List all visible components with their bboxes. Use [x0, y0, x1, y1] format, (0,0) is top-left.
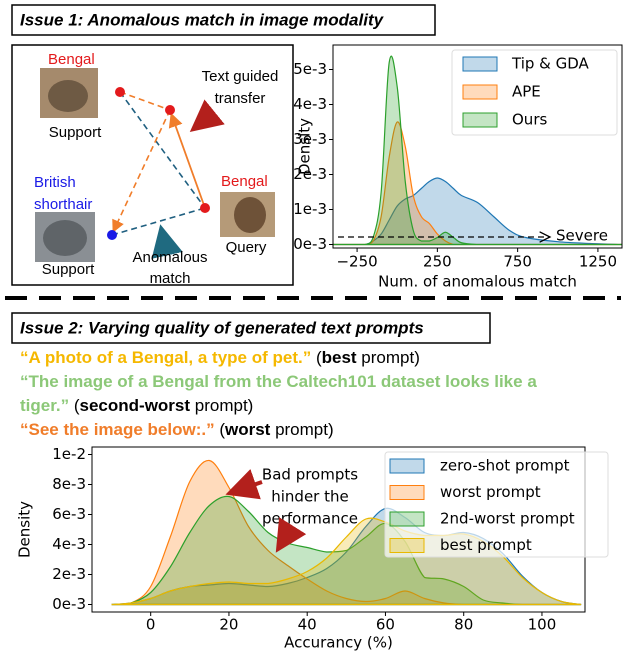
y-tick-label: 2e-3	[52, 565, 86, 583]
prompt-list: “A photo of a Bengal, a type of pet.” (b…	[20, 346, 560, 442]
legend-swatch	[390, 459, 424, 473]
prompt: “See the image below:.” (worst prompt)	[20, 418, 560, 442]
node	[107, 230, 117, 240]
prompt-quote: “A photo of a Bengal, a type of pet.”	[20, 348, 311, 367]
legend-swatch	[463, 113, 497, 127]
y-tick-label: 0e-3	[293, 235, 327, 253]
legend-swatch	[463, 57, 497, 71]
edge	[112, 208, 205, 235]
annotation-arrow	[233, 482, 262, 492]
paren: (	[215, 420, 225, 439]
y-tick-label: 1e-3	[293, 200, 327, 218]
cat-image	[48, 80, 88, 112]
prompt-quote: “See the image below:.”	[20, 420, 215, 439]
x-tick-label: 750	[503, 253, 532, 271]
class-label: Bengal	[221, 173, 268, 190]
node	[200, 203, 210, 213]
y-tick-label: 4e-3	[52, 535, 86, 553]
x-axis-label: Num. of anomalous match	[378, 273, 577, 291]
prompt: “The image of a Bengal from the Caltech1…	[20, 370, 560, 418]
legend-label: 2nd-worst prompt	[440, 510, 575, 528]
cat-image	[43, 220, 87, 256]
class-label: Bengal	[48, 51, 95, 68]
arrow	[196, 114, 212, 127]
annotation: hinder the	[271, 488, 348, 506]
role-label: Support	[42, 261, 95, 278]
arrow	[162, 232, 166, 250]
node	[165, 105, 175, 115]
prompt-rank: (second-worst prompt)	[69, 396, 253, 415]
legend-swatch	[390, 486, 424, 500]
note: Anomalous	[132, 249, 207, 266]
legend-label: APE	[512, 83, 541, 101]
x-tick-label: 20	[219, 616, 238, 634]
annotation: Bad prompts	[262, 466, 358, 484]
page: Issue 1: Anomalous match in image modali…	[0, 0, 626, 651]
y-tick-label: 5e-3	[293, 60, 327, 78]
legend-label: worst prompt	[440, 483, 541, 501]
annotation: performance	[262, 510, 358, 528]
legend-label: zero-shot prompt	[440, 457, 570, 475]
x-tick-label: 0	[146, 616, 156, 634]
cat-image	[234, 197, 266, 233]
x-tick-label: 40	[298, 616, 317, 634]
legend-swatch	[390, 539, 424, 553]
rank: best	[322, 348, 357, 367]
prompt-rank: (best prompt)	[311, 348, 420, 367]
note: Text guided	[202, 68, 279, 85]
legend-label: Tip & GDA	[511, 55, 590, 73]
y-tick-label: 4e-3	[293, 95, 327, 113]
y-axis-label: Density	[16, 501, 34, 558]
class-label: British	[34, 174, 76, 191]
prompt-rank: (worst prompt)	[215, 420, 334, 439]
x-tick-label: 250	[423, 253, 452, 271]
prompt: “A photo of a Bengal, a type of pet.” (b…	[20, 346, 560, 370]
role-label: Query	[226, 239, 267, 256]
y-tick-label: 8e-3	[52, 475, 86, 493]
legend-swatch	[390, 512, 424, 526]
rank: worst	[225, 420, 270, 439]
x-tick-label: 1250	[579, 253, 617, 271]
x-tick-label: 80	[454, 616, 473, 634]
legend-label: Ours	[512, 111, 547, 129]
paren: prompt)	[270, 420, 333, 439]
x-tick-label: 100	[528, 616, 557, 634]
paren: (	[69, 396, 79, 415]
edge	[172, 116, 205, 208]
y-tick-label: 6e-3	[52, 505, 86, 523]
y-axis-label: Density	[296, 118, 314, 175]
paren: (	[311, 348, 321, 367]
node	[115, 87, 125, 97]
legend-swatch	[463, 85, 497, 99]
annotation: Severe	[556, 227, 608, 245]
legend-label: best prompt	[440, 536, 532, 554]
class-label: shorthair	[34, 196, 92, 213]
note: transfer	[215, 90, 266, 107]
issue-title: Issue 1: Anomalous match in image modali…	[20, 10, 385, 29]
role-label: Support	[49, 124, 102, 141]
y-tick-label: 0e-3	[52, 595, 86, 613]
paren: prompt)	[357, 348, 420, 367]
rank: second-worst	[80, 396, 191, 415]
x-axis-label: Accurancy (%)	[284, 634, 393, 651]
figure: Issue 1: Anomalous match in image modali…	[0, 0, 626, 651]
y-tick-label: 1e-2	[52, 445, 86, 463]
issue-title: Issue 2: Varying quality of generated te…	[20, 318, 424, 337]
x-tick-label: 60	[376, 616, 395, 634]
edge	[114, 110, 170, 230]
edge	[120, 92, 205, 208]
x-tick-label: −250	[336, 253, 377, 271]
note: match	[150, 270, 191, 287]
paren: prompt)	[190, 396, 253, 415]
